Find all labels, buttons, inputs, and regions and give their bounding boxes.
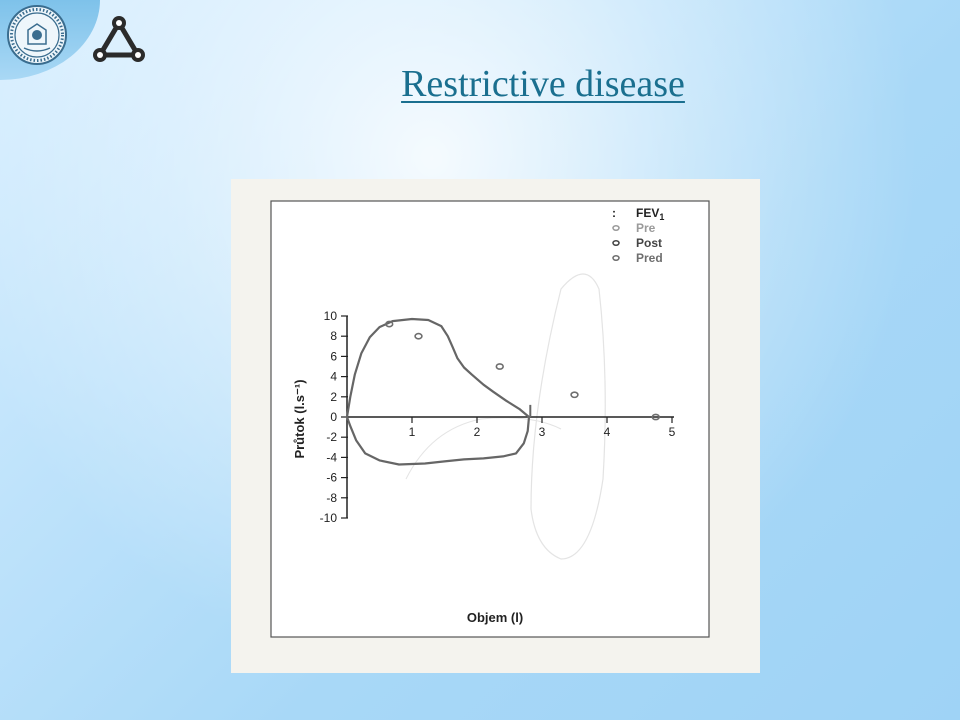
y-tick-label: 10 [324,309,338,323]
y-tick-label: 0 [330,410,337,424]
y-tick-label: -10 [320,511,338,525]
slide-title: Restrictive disease [401,63,685,105]
legend-header-text: FEV [636,206,659,220]
scan-ghost-bleedthrough [405,273,606,560]
x-tick-label: 2 [474,425,481,439]
legend-marker [612,224,620,232]
triangle-nodes-logo-icon [93,16,145,62]
university-seal-icon [7,5,67,65]
data-point [570,391,579,399]
legend-item-label: Pred [636,251,663,265]
data-point [651,413,660,421]
y-axis-label: Průtok (l.s⁻¹) [292,379,307,458]
x-tick-label: 1 [409,425,416,439]
y-tick-label: -8 [326,491,337,505]
legend-item-label: Post [636,236,662,250]
x-tick-label: 5 [669,425,676,439]
legend-item-label: Pre [636,221,656,235]
y-tick-label: 6 [330,349,337,363]
x-tick-label: 3 [539,425,546,439]
legend-header-subscript: 1 [659,212,664,222]
legend-header-marker: : [612,206,616,220]
legend-marker [612,239,620,247]
y-tick-label: 2 [330,390,337,404]
chart-scan: 10 8 6 4 2 0 -2 -4 -6 -8 -10 1 2 3 4 5 : FEV1 Pre Post Pred… [231,179,760,673]
x-axis-label: Objem (l) [467,610,523,625]
x-tick-label: 4 [604,425,611,439]
y-tick-label: -4 [326,450,337,464]
y-tick-label: -6 [326,471,337,485]
data-point [414,332,423,340]
y-tick-label: 4 [330,370,337,384]
legend-marker [612,254,620,262]
plot-frame [270,200,710,638]
y-tick-label: 8 [330,329,337,343]
legend-header: FEV1 [636,206,664,222]
data-point [495,363,504,370]
plot-area [345,317,660,466]
data-point [385,320,394,328]
y-tick-label: -2 [326,430,337,444]
